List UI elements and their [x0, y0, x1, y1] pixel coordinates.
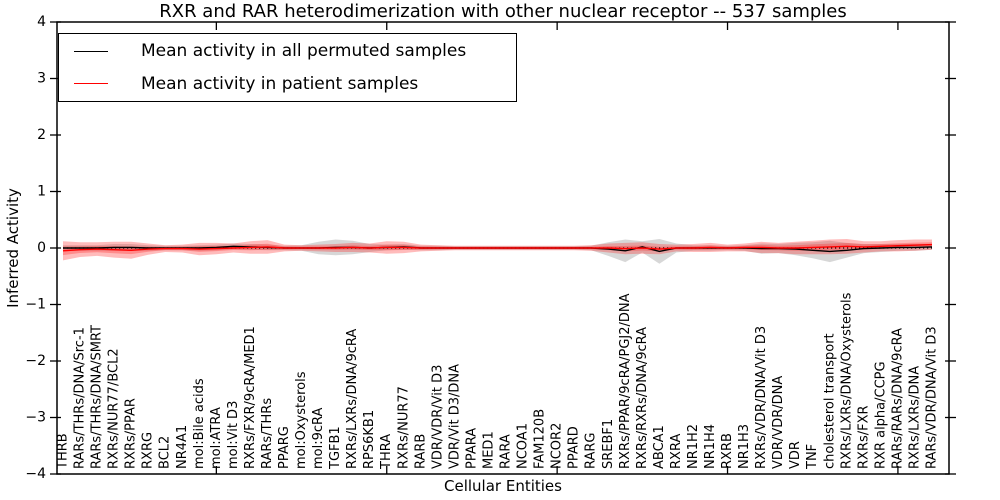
x-tick-label: RARs/RARs/DNA/9cRA: [890, 328, 905, 469]
x-tick-label: RARs/THRs: [260, 398, 275, 469]
x-tick-label: PPARA: [464, 428, 479, 469]
x-tick-label: VDR: [788, 441, 803, 469]
x-tick-label: RXRs/RXRs/DNA/9cRA: [635, 327, 650, 469]
x-tick-label: RXRs/LXRs/DNA/9cRA: [345, 329, 360, 469]
x-tick-label: NR1H3: [737, 424, 752, 469]
x-tick-label: PPARD: [567, 426, 582, 469]
x-tick-label: mol:Oxysterols: [294, 371, 309, 469]
patient-std-band-outer: [63, 239, 932, 261]
x-tick-label: NCOR2: [550, 423, 565, 469]
legend-entry-patient: Mean activity in patient samples: [59, 69, 516, 99]
x-tick-label: cholesterol transport: [822, 333, 837, 469]
y-tick-label: 1: [37, 184, 46, 200]
x-tick-label: NR1H2: [686, 424, 701, 469]
y-tick-label: −3: [25, 410, 46, 426]
y-tick-label: −4: [25, 466, 46, 482]
x-tick-label: NR1H4: [703, 424, 718, 469]
x-tick-label: RXRs/FXR/9cRA/MED1: [243, 326, 258, 469]
y-tick-label: −2: [25, 353, 46, 369]
x-tick-label: TNF: [805, 444, 820, 470]
x-tick-label: RXRs/NUR77: [396, 386, 411, 469]
x-tick-label: mol:9cRA: [311, 407, 326, 469]
x-tick-label: RARs/THRs/DNA/SMRT: [90, 325, 105, 469]
legend-label-patient: Mean activity in patient samples: [141, 73, 419, 94]
x-tick-label: FAM120B: [533, 409, 548, 469]
x-tick-label: TGFB1: [328, 426, 343, 470]
x-tick-label: VDR/VDR/Vit D3: [430, 365, 445, 469]
x-tick-label: BCL2: [158, 436, 173, 469]
patient-line-sample: [74, 83, 108, 85]
y-axis-label: Inferred Activity: [4, 188, 22, 308]
patient-std-band-inner: [63, 242, 932, 256]
x-tick-label: RPS6KB1: [362, 410, 377, 469]
x-tick-label: mol:Vit D3: [226, 401, 241, 469]
x-tick-label: VDR/VDR/DNA: [771, 376, 786, 469]
legend: Mean activity in all permuted samples Me…: [58, 33, 517, 102]
x-tick-label: RXRs/LXRs/DNA/Oxysterols: [839, 292, 854, 469]
x-tick-label: RXR alpha/CCPG: [873, 361, 888, 469]
y-tick-label: 4: [37, 14, 46, 30]
x-axis-label: Cellular Entities: [444, 477, 562, 495]
patient-mean-line: [62, 243, 933, 252]
legend-entry-permuted: Mean activity in all permuted samples: [59, 36, 516, 66]
x-tick-label: NCOA1: [516, 423, 531, 469]
permuted-line-sample: [74, 50, 108, 52]
x-tick-label: RARs/VDR/DNA/Vit D3: [925, 326, 940, 469]
x-tick-label: RARG: [584, 432, 599, 469]
permuted-std-band: [63, 239, 932, 264]
x-tick-label: RXRs/VDR/DNA/Vit D3: [754, 326, 769, 469]
x-tick-label: ABCA1: [652, 425, 667, 469]
x-tick-label: RXRA: [669, 434, 684, 469]
y-tick-label: 3: [37, 71, 46, 87]
x-tick-label: PPARG: [277, 426, 292, 469]
x-tick-label: THRB: [56, 433, 71, 470]
legend-label-permuted: Mean activity in all permuted samples: [141, 41, 467, 62]
x-tick-label: RXRs/NUR77/BCL2: [107, 348, 122, 469]
x-tick-label: RXRs/FXR: [856, 405, 871, 469]
x-tick-label: NR4A1: [175, 425, 190, 469]
x-tick-label: RXRs/PPAR/9cRA/PGJ2/DNA: [618, 293, 633, 469]
x-tick-label: RARA: [499, 434, 514, 469]
y-tick-label: 0: [37, 240, 46, 256]
x-tick-label: SREBF1: [601, 419, 616, 469]
x-tick-label: VDR/Vit D3/DNA: [447, 364, 462, 469]
x-tick-label: RARs/THRs/DNA/Src-1: [73, 327, 88, 469]
x-tick-label: mol:Bile acids: [192, 378, 207, 469]
x-tick-label: THRA: [379, 434, 394, 470]
x-tick-label: MED1: [482, 431, 497, 469]
y-tick-label: −1: [25, 297, 46, 313]
y-tick-label: 2: [37, 127, 46, 143]
x-tick-label: RARB: [413, 434, 428, 469]
x-tick-label: RXRs/LXRs/DNA: [908, 366, 923, 469]
x-tick-label: mol:ATRA: [209, 407, 224, 469]
x-tick-label: RXRB: [720, 433, 735, 469]
x-tick-label: RXRs/PPAR: [124, 398, 139, 469]
chart-title: RXR and RAR heterodimerization with othe…: [159, 1, 847, 22]
x-tick-label: RXRG: [141, 432, 156, 469]
